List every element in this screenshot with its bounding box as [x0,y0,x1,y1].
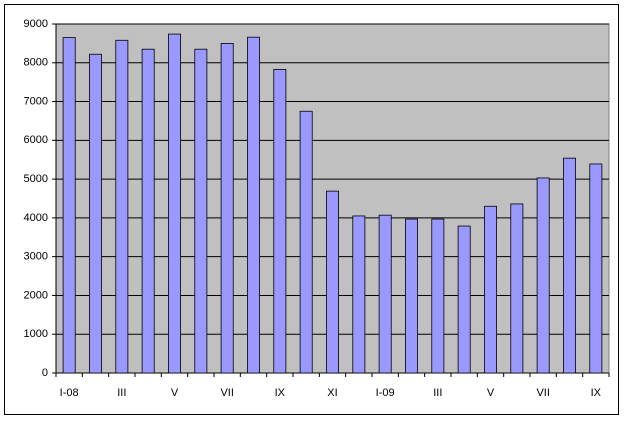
y-tick-label: 5000 [24,173,48,185]
y-tick-label: 6000 [24,134,48,146]
x-tick-label: I-08 [60,387,79,399]
x-tick-label: V [487,387,495,399]
y-tick-label: 8000 [24,57,48,69]
x-tick-label: III [117,387,126,399]
y-tick-label: 1000 [24,328,48,340]
bar [62,37,76,374]
x-tick-label: IX [591,387,602,399]
x-tick-label: V [171,387,179,399]
bar [563,157,576,374]
bar [457,225,471,374]
bar [299,110,313,374]
bar [273,68,287,374]
y-tick-label: 7000 [24,95,48,107]
x-tick-label: III [433,387,442,399]
bar [89,53,102,374]
x-tick-label: VII [536,387,549,399]
bar [431,218,445,374]
bar [168,33,181,374]
y-tick-label: 3000 [24,251,48,263]
x-tick-label: XI [327,387,337,399]
x-tick-label: VII [220,387,233,399]
bar [484,205,497,374]
y-tick-label: 2000 [24,289,48,301]
bar [352,215,366,374]
bar [589,163,603,374]
bar [510,203,524,374]
y-tick-label: 0 [42,367,48,379]
bar [326,190,339,374]
bar [115,39,129,374]
bar [194,48,208,374]
bar [405,218,418,374]
x-tick-label: IX [275,387,286,399]
bar [536,177,550,374]
bar [220,42,234,374]
x-tick-label: I-09 [376,387,395,399]
bar [247,36,260,374]
bar [378,214,392,374]
y-tick-label: 4000 [24,212,48,224]
bar [141,48,155,374]
y-tick-label: 9000 [24,18,48,30]
